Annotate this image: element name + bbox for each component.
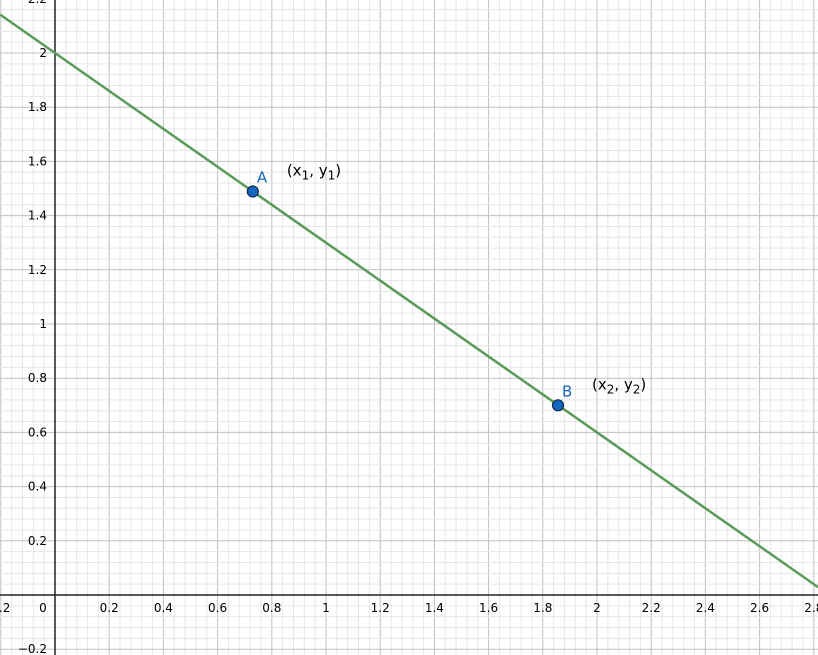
x-tick-label: 0.4	[154, 601, 173, 615]
y-tick-label: 0.2	[28, 534, 47, 548]
annotation-text: , y	[309, 161, 328, 179]
y-tick-label: 1.2	[28, 263, 47, 277]
y-tick-label: 1	[39, 317, 47, 331]
x-tick-label: 1.6	[479, 601, 498, 615]
annotation-text: (x	[592, 375, 607, 393]
x-tick-label: 1	[322, 601, 330, 615]
y-tick-label: 1.4	[28, 209, 47, 223]
coordinate-annotation: (x2, y2)	[592, 375, 646, 396]
annotation-text: (x	[287, 161, 302, 179]
point-marker	[551, 399, 565, 412]
coordinate-annotation: (x1, y1)	[287, 161, 341, 182]
point-label: A	[257, 168, 268, 186]
y-tick-label: 0.4	[28, 480, 47, 494]
annotation-text: , y	[614, 375, 633, 393]
x-tick-label: 2.2	[642, 601, 661, 615]
x-tick-label: 0	[39, 601, 47, 615]
y-tick-label: 2.2	[28, 0, 47, 6]
point-marker	[246, 185, 259, 198]
x-tick-label: 2.8	[804, 601, 818, 615]
x-tick-label: 1.2	[371, 601, 390, 615]
x-tick-label: 0.2	[0, 601, 10, 615]
subscript: 1	[302, 168, 310, 182]
x-tick-label: 2.6	[750, 601, 769, 615]
point-b: B (x2, y2)	[551, 375, 646, 412]
line-series	[0, 13, 818, 589]
x-tick-label: 2.4	[696, 601, 715, 615]
x-tick-label: 2	[593, 601, 601, 615]
y-tick-label: 0.8	[28, 371, 47, 385]
subscript: 1	[328, 168, 336, 182]
y-tick-label: 2	[39, 46, 47, 60]
x-tick-label: 1.4	[425, 601, 444, 615]
x-tick-label: 0.8	[262, 601, 281, 615]
annotation-text: )	[640, 375, 646, 393]
subscript: 2	[633, 382, 641, 396]
y-tick-label: 1.8	[28, 100, 47, 114]
x-tick-label: 0.2	[100, 601, 119, 615]
point-label: B	[562, 382, 572, 400]
point-a: A (x1, y1)	[246, 161, 341, 198]
y-tick-label: 1.6	[28, 154, 47, 168]
x-tick-label: 1.8	[533, 601, 552, 615]
y-tick-label: 0.6	[28, 425, 47, 439]
subscript: 2	[607, 382, 615, 396]
x-tick-label: 0.6	[208, 601, 227, 615]
y-tick-label: −0.2	[18, 642, 47, 655]
annotation-text: )	[335, 161, 341, 179]
